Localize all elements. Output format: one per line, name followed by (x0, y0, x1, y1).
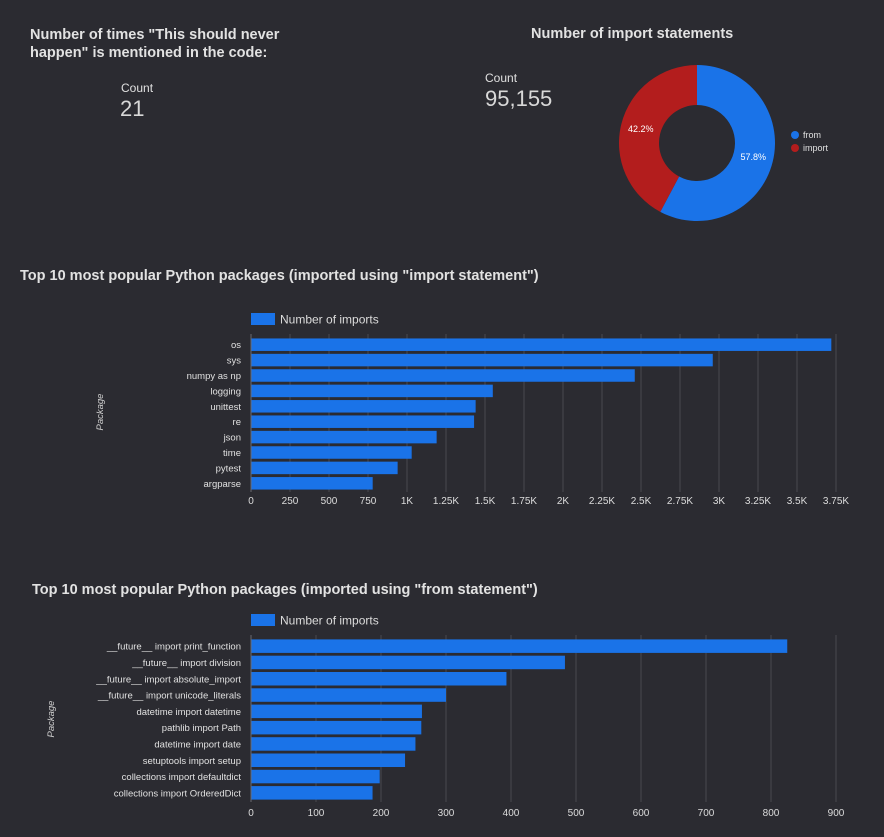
donut-chart: 57.8% 42.2% from import (619, 65, 829, 221)
from-chart-bar (251, 688, 446, 702)
from-chart-tick-label: 300 (438, 808, 455, 819)
scorecard-never-happen-title-line1: Number of times "This should never (30, 27, 280, 43)
import-chart-tick-label: 3.5K (787, 496, 808, 507)
legend-label-import: import (803, 143, 829, 153)
from-chart-bar (251, 704, 422, 719)
import-chart-tick-label: 3.25K (745, 496, 771, 507)
import-chart-bar (251, 384, 493, 398)
scorecard-never-happen-label: Count (121, 81, 154, 95)
import-chart-tick-label: 1.5K (475, 496, 496, 507)
import-chart-category-label: json (223, 433, 241, 444)
import-chart-legend-swatch (251, 313, 275, 325)
import-chart-bar (251, 446, 412, 459)
import-chart-tick-label: 0 (248, 496, 254, 507)
donut-value-label-import: 42.2% (628, 124, 654, 134)
from-chart-category-label: collections import defaultdict (122, 772, 242, 783)
from-chart-category-label: collections import OrderedDict (114, 788, 242, 799)
import-chart-category-label: sys (227, 356, 242, 367)
from-chart-category-label: __future__ import absolute_import (95, 674, 241, 685)
from-chart-tick-label: 200 (373, 808, 390, 819)
from-chart-legend-label: Number of imports (280, 614, 379, 628)
import-chart-tick-label: 1.25K (433, 496, 459, 507)
import-chart-tick-label: 2.25K (589, 496, 615, 507)
import-chart-category-label: pytest (216, 463, 242, 474)
from-chart-tick-label: 100 (308, 808, 325, 819)
import-chart-category-label: logging (210, 386, 241, 397)
import-chart-tick-label: 1.75K (511, 496, 537, 507)
import-chart-tick-label: 500 (321, 496, 338, 507)
donut-slice-import (619, 65, 697, 212)
import-chart-category-label: os (231, 340, 241, 351)
from-chart-tick-label: 800 (763, 808, 780, 819)
import-chart-bar (251, 415, 475, 428)
import-bar-chart: Number of imports 0 250 500 750 1K 1.25K 1.5K 1.… (95, 313, 849, 508)
from-chart-tick-label: 600 (633, 808, 650, 819)
import-chart-tick-label: 3.75K (823, 496, 849, 507)
import-statements-title: Number of import statements (531, 26, 734, 42)
from-chart-bar (251, 639, 788, 653)
import-chart-bar (251, 461, 398, 475)
from-chart-bar (251, 769, 380, 784)
import-chart-tick-label: 1K (401, 496, 414, 507)
import-chart-tick-label: 2.75K (667, 496, 693, 507)
from-chart-category-label: setuptools import setup (143, 756, 241, 767)
import-chart-category-label: re (233, 417, 241, 428)
donut-value-label-from: 57.8% (741, 152, 767, 162)
from-chart-category-label: __future__ import unicode_literals (97, 691, 241, 702)
from-chart-bar (251, 786, 373, 800)
from-chart-category-label: datetime import date (154, 739, 241, 750)
from-chart-tick-label: 900 (828, 808, 845, 819)
from-chart-category-label: __future__ import division (131, 658, 241, 669)
from-chart-category-label: __future__ import print_function (106, 642, 241, 653)
import-chart-bar (251, 400, 476, 413)
import-chart-category-label: time (223, 448, 241, 459)
from-chart-bar (251, 737, 416, 751)
import-chart-bar (251, 477, 373, 490)
from-chart-tick-label: 700 (698, 808, 715, 819)
from-chart-bar (251, 672, 507, 686)
from-chart-bar (251, 753, 406, 767)
import-chart-category-label: numpy as np (187, 371, 241, 382)
scorecard-never-happen-title-line2: happen" is mentioned in the code: (30, 45, 268, 61)
from-chart-bar (251, 655, 565, 670)
chart-from-title: Top 10 most popular Python packages (imp… (32, 582, 538, 598)
from-chart-tick-label: 500 (568, 808, 585, 819)
import-chart-tick-label: 3K (713, 496, 726, 507)
import-statements-label: Count (485, 71, 518, 85)
donut-slice-from (660, 65, 775, 221)
import-chart-bar (251, 353, 713, 367)
from-chart-tick-label: 0 (248, 808, 254, 819)
import-chart-bar (251, 338, 832, 351)
scorecard-never-happen-title: Number of times "This should never happe… (30, 26, 279, 62)
legend-label-from: from (803, 130, 821, 140)
from-chart-legend-swatch (251, 614, 275, 626)
import-chart-category-label: unittest (210, 402, 241, 413)
import-chart-tick-label: 2K (557, 496, 570, 507)
import-chart-y-axis-label: Package (95, 394, 106, 431)
from-bar-chart: Number of imports 0 100 200 300 400 500 600 700 8… (46, 614, 845, 820)
import-chart-bar (251, 430, 437, 444)
import-chart-legend-label: Number of imports (280, 313, 379, 327)
from-chart-tick-label: 400 (503, 808, 520, 819)
from-chart-category-label: datetime import datetime (136, 707, 241, 718)
chart-import-title: Top 10 most popular Python packages (imp… (20, 268, 539, 284)
import-chart-category-label: argparse (204, 479, 242, 490)
legend-dot-import (791, 144, 799, 152)
from-chart-y-axis-label: Package (46, 701, 57, 738)
scorecard-never-happen-value: 21 (120, 96, 145, 121)
from-chart-bar (251, 720, 422, 735)
from-chart-category-label: pathlib import Path (162, 723, 241, 734)
import-chart-tick-label: 250 (282, 496, 299, 507)
import-chart-tick-label: 750 (360, 496, 377, 507)
import-statements-value: 95,155 (485, 86, 553, 111)
import-chart-bar (251, 369, 635, 382)
import-chart-tick-label: 2.5K (631, 496, 652, 507)
legend-dot-from (791, 131, 799, 139)
